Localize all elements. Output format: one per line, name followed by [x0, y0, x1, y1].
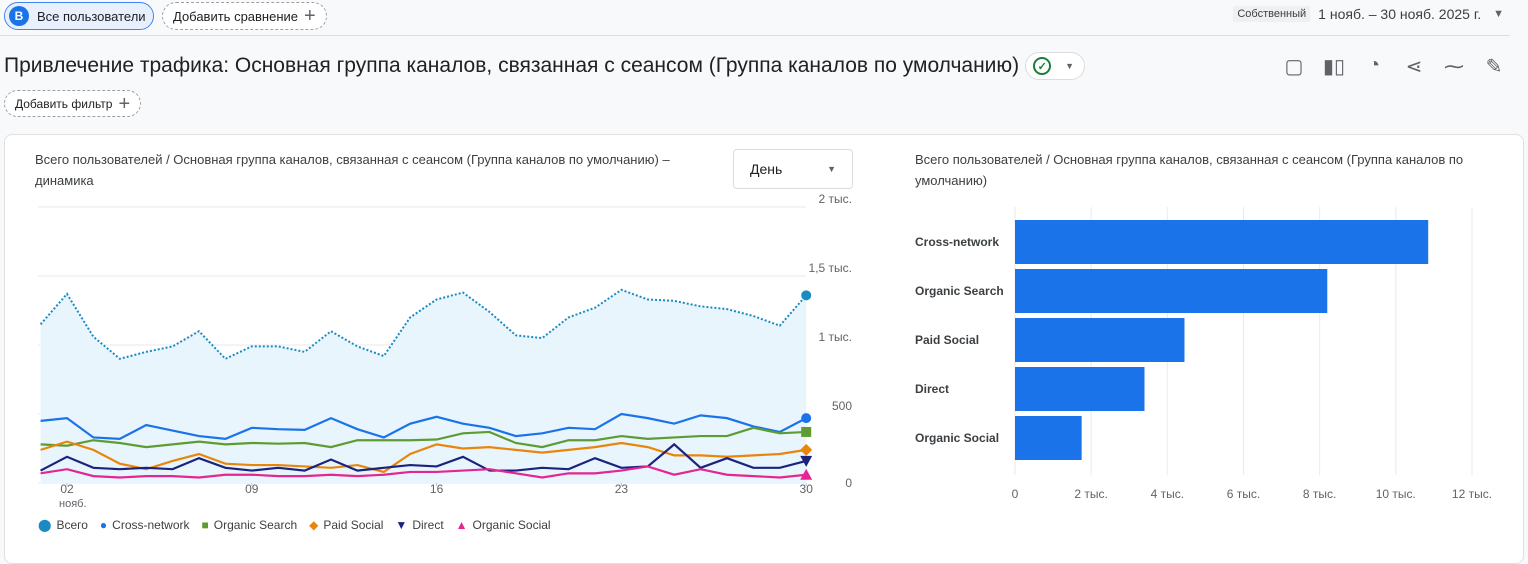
series-end-marker	[800, 443, 813, 456]
bar-direct	[1015, 367, 1145, 411]
add-filter-button[interactable]: Добавить фильтр +	[4, 90, 142, 117]
legend-label: Organic Search	[213, 518, 298, 532]
bar-organic-social	[1015, 416, 1082, 460]
x-tick-label: 30	[800, 482, 814, 496]
granularity-value: День	[750, 161, 783, 177]
toolbar: ▢ ▮▯ ◔ ⋖ ⁓ ✎	[1274, 54, 1514, 79]
date-tag: Собственный	[1233, 6, 1311, 22]
series-line-0	[39, 288, 807, 361]
legend-item[interactable]: ▲ Organic Social	[456, 518, 551, 532]
segment-chip-all-users[interactable]: B Все пользователи	[4, 2, 154, 30]
y-tick-label: 500	[832, 399, 852, 413]
series-line-2	[40, 426, 807, 449]
date-range[interactable]: 1 нояб. – 30 нояб. 2025 г.	[1318, 6, 1482, 22]
chevron-down-icon: ▼	[827, 164, 836, 174]
legend-item[interactable]: ▼ Direct	[395, 518, 443, 532]
diamond-marker-icon: ◆	[309, 518, 319, 532]
total-area	[40, 289, 807, 483]
y-tick-label: 1 тыс.	[819, 330, 852, 344]
x-tick-label: 0	[1012, 487, 1019, 501]
up-marker-icon: ▲	[455, 518, 468, 532]
series-end-marker	[800, 468, 813, 480]
plus-icon: +	[304, 5, 316, 27]
series-line-4	[40, 442, 807, 472]
series-end-marker	[801, 426, 812, 437]
sparkle-trend-icon[interactable]: ⁓	[1444, 56, 1464, 78]
bar-organic-search	[1015, 269, 1328, 313]
legend-item[interactable]: ● Cross-network	[100, 518, 190, 532]
compare-icon[interactable]: ▮▯	[1322, 56, 1345, 78]
date-dropdown-icon[interactable]: ▼	[1493, 8, 1504, 20]
bar-chart-title: Всего пользователей / Основная группа ка…	[915, 152, 1464, 188]
edit-pencil-icon[interactable]: ✎	[1485, 56, 1503, 78]
line-chart-title: Всего пользователей / Основная группа ка…	[35, 152, 670, 188]
bar-category-label: Paid Social	[915, 333, 979, 347]
check-circle-icon: ✓	[1033, 57, 1052, 75]
series-line-1	[40, 412, 807, 440]
x-tick-label: 6 тыс.	[1227, 487, 1260, 501]
series-end-marker	[800, 455, 813, 467]
add-filter-label: Добавить фильтр	[15, 96, 113, 111]
plus-icon: +	[118, 92, 131, 115]
series-end-marker	[801, 290, 812, 301]
segment-label: Все пользователи	[37, 8, 146, 24]
x-tick-label: 10 тыс.	[1376, 487, 1416, 501]
legend-item[interactable]: ⬤ Всего	[38, 518, 88, 532]
y-tick-label: 0	[845, 476, 852, 490]
x-tick-label: 16	[430, 482, 444, 496]
bar-cross-network	[1015, 220, 1429, 264]
square-marker-icon: ■	[201, 518, 209, 532]
series-line-3	[40, 440, 807, 474]
series-end-marker	[801, 413, 812, 424]
x-tick-label: 12 тыс.	[1452, 487, 1492, 501]
bar-category-label: Direct	[915, 382, 949, 396]
granularity-select[interactable]: День ▼	[733, 149, 853, 189]
line-chart: 0 500 1 тыс. 1,5 тыс. 2 тыс. 02 09 16 23 30 нояб.	[38, 192, 852, 510]
share-icon[interactable]: ⋖	[1405, 56, 1423, 78]
bar-category-label: Cross-network	[915, 235, 999, 249]
series-line-5	[40, 465, 807, 479]
x-tick-label: 02	[60, 482, 74, 496]
x-tick-sublabel: нояб.	[59, 498, 87, 510]
x-tick-label: 23	[615, 482, 629, 496]
x-tick-label: 2 тыс.	[1074, 487, 1107, 501]
circle-marker-icon: ●	[99, 518, 108, 532]
legend-label: Organic Social	[472, 518, 551, 532]
date-selector[interactable]: Собственный 1 нояб. – 30 нояб. 2025 г. ▼	[1233, 6, 1504, 22]
status-dropdown[interactable]: ✓ ▼	[1025, 52, 1086, 80]
bar-paid-social	[1015, 318, 1185, 362]
y-tick-label: 2 тыс.	[819, 192, 852, 206]
legend-item[interactable]: ◆ Paid Social	[309, 518, 383, 532]
title-row: Привлечение трафика: Основная группа кан…	[4, 52, 1086, 80]
segment-badge: B	[9, 6, 29, 26]
add-comparison-button[interactable]: Добавить сравнение +	[162, 2, 327, 30]
bar-category-label: Organic Social	[915, 431, 999, 445]
legend-label: Всего	[56, 518, 88, 532]
x-tick-label: 8 тыс.	[1303, 487, 1336, 501]
chevron-down-icon: ▼	[1065, 61, 1075, 71]
legend-label: Cross-network	[112, 518, 190, 532]
drop-marker-icon: ⬤	[38, 518, 52, 532]
legend-label: Paid Social	[323, 518, 384, 532]
add-comparison-label: Добавить сравнение	[173, 8, 299, 24]
x-tick-label: 4 тыс.	[1151, 487, 1184, 501]
line-chart-legend: ⬤ Всего ● Cross-network ■ Organic Search ◆ Paid…	[38, 518, 551, 532]
bar-category-label: Organic Search	[915, 284, 1004, 298]
bar-chart: 0 2 тыс. 4 тыс. 6 тыс. 8 тыс. 10 тыс. 12 тыс. C…	[915, 207, 1492, 501]
insights-icon[interactable]: ◔	[1367, 54, 1381, 76]
down-marker-icon: ▼	[395, 518, 408, 532]
x-tick-label: 09	[245, 482, 259, 496]
divider	[0, 35, 1510, 36]
page-title: Привлечение трафика: Основная группа кан…	[4, 54, 1020, 77]
legend-item[interactable]: ■ Organic Search	[202, 518, 298, 532]
note-icon[interactable]: ▢	[1284, 56, 1304, 78]
legend-label: Direct	[412, 518, 444, 532]
y-tick-label: 1,5 тыс.	[809, 261, 852, 275]
